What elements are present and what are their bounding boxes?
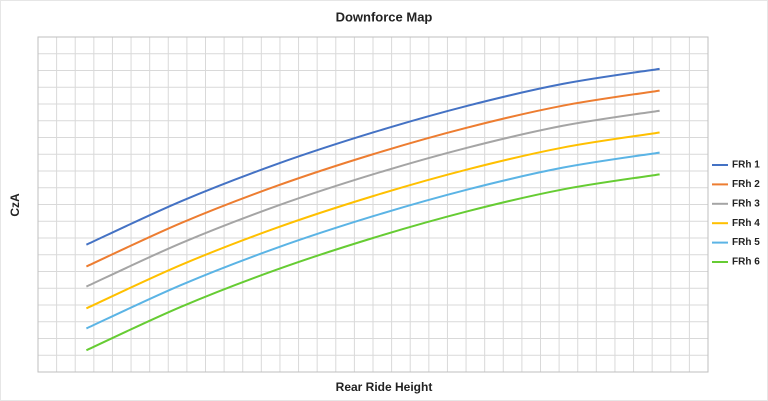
x-axis-label: Rear Ride Height <box>336 380 433 394</box>
legend-label: FRh 5 <box>732 237 760 248</box>
legend-label: FRh 4 <box>732 218 760 229</box>
legend-label: FRh 2 <box>732 179 760 190</box>
legend-label: FRh 6 <box>732 257 760 268</box>
series-line <box>85 173 660 352</box>
legend-label: FRh 3 <box>732 198 760 209</box>
series-line <box>85 151 660 330</box>
series-line <box>85 131 660 310</box>
legend-label: FRh 1 <box>732 160 760 171</box>
y-axis-label: CzA <box>8 193 22 217</box>
series-line <box>85 109 660 288</box>
plot-border <box>37 36 709 373</box>
series-line <box>85 89 660 268</box>
series-line <box>85 67 660 246</box>
chart-title: Downforce Map <box>336 9 433 24</box>
